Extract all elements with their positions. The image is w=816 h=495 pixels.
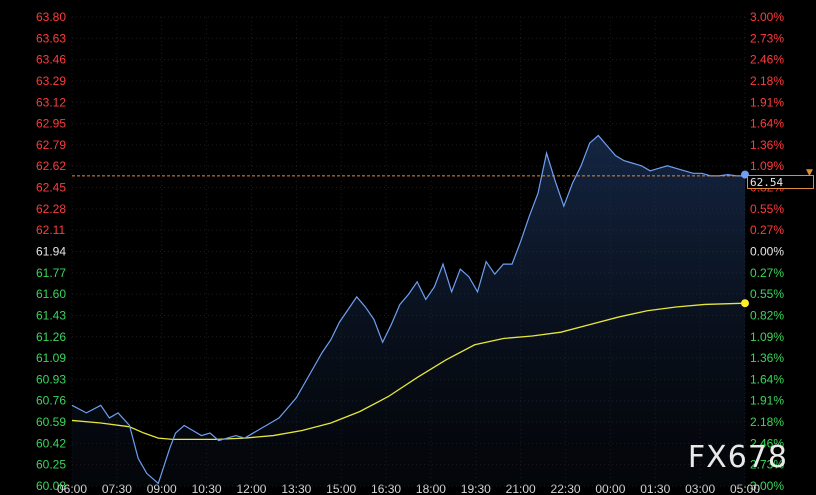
price-area — [72, 135, 745, 487]
percent-tick-label: 2.18% — [750, 74, 784, 88]
percent-tick-label: 1.09% — [750, 159, 784, 173]
y-tick-label: 60.76 — [36, 394, 66, 408]
percent-tick-label: 2.18% — [750, 415, 784, 429]
y-tick-label: 63.63 — [36, 31, 66, 45]
y-tick-label: 62.62 — [36, 159, 66, 173]
percent-tick-label: 0.27% — [750, 223, 784, 237]
y-tick-label: 63.46 — [36, 53, 66, 67]
percent-tick-label: 0.00% — [750, 245, 784, 259]
percent-axis: 3.00% 2.73% 2.46% 2.18% 1.91% 1.64% 1.36% 1.09%… — [750, 10, 784, 493]
percent-tick-label: 0.55% — [750, 202, 784, 216]
current-price-label: 62.54 — [747, 175, 814, 189]
price-axis: 63.80 63.63 63.46 63.29 63.12 62.95 62.79 62.62… — [36, 10, 66, 493]
average-end-marker — [741, 299, 749, 308]
current-price-arrow-icon: ▼ — [806, 168, 813, 178]
y-tick-label: 60.42 — [36, 436, 66, 450]
y-tick-label: 63.12 — [36, 95, 66, 109]
percent-tick-label: 1.09% — [750, 330, 784, 344]
y-tick-label: 61.43 — [36, 308, 66, 322]
y-tick-label: 61.94 — [36, 245, 66, 259]
y-tick-label: 63.80 — [36, 10, 66, 24]
y-tick-label: 61.09 — [36, 351, 66, 365]
y-tick-label: 60.93 — [36, 372, 66, 386]
y-tick-label: 61.60 — [36, 287, 66, 301]
y-tick-label: 60.25 — [36, 458, 66, 472]
y-tick-label: 63.29 — [36, 74, 66, 88]
y-tick-label: 60.59 — [36, 415, 66, 429]
average-price-line — [71, 302, 746, 441]
percent-tick-label: 3.00% — [750, 10, 784, 24]
percent-tick-label: 1.64% — [750, 117, 784, 131]
percent-tick-label: 3.00% — [750, 479, 784, 493]
percent-tick-label: 1.36% — [750, 138, 784, 152]
y-tick-label: 62.79 — [36, 138, 66, 152]
y-tick-label: 61.26 — [36, 330, 66, 344]
percent-tick-label: 1.36% — [750, 351, 784, 365]
percent-tick-label: 1.64% — [750, 372, 784, 386]
percent-tick-label: 0.55% — [750, 287, 784, 301]
y-tick-label: 62.11 — [36, 223, 65, 237]
percent-tick-label: 2.46% — [750, 436, 784, 450]
y-tick-label: 62.95 — [36, 117, 66, 131]
percent-tick-label: 2.46% — [750, 53, 784, 67]
percent-tick-label: 0.27% — [750, 266, 784, 280]
percent-tick-label: 0.82% — [750, 308, 784, 322]
percent-tick-label: 2.73% — [750, 458, 784, 472]
percent-tick-label: 1.91% — [750, 394, 784, 408]
watermark-logo: FX678 — [687, 440, 788, 475]
y-tick-label: 62.45 — [36, 181, 66, 195]
percent-tick-label: 1.91% — [750, 95, 784, 109]
y-tick-label: 60.08 — [36, 479, 66, 493]
y-tick-label: 61.77 — [36, 266, 66, 280]
y-tick-label: 62.28 — [36, 202, 66, 216]
price-line — [71, 134, 745, 485]
percent-tick-label: 2.73% — [750, 31, 784, 45]
